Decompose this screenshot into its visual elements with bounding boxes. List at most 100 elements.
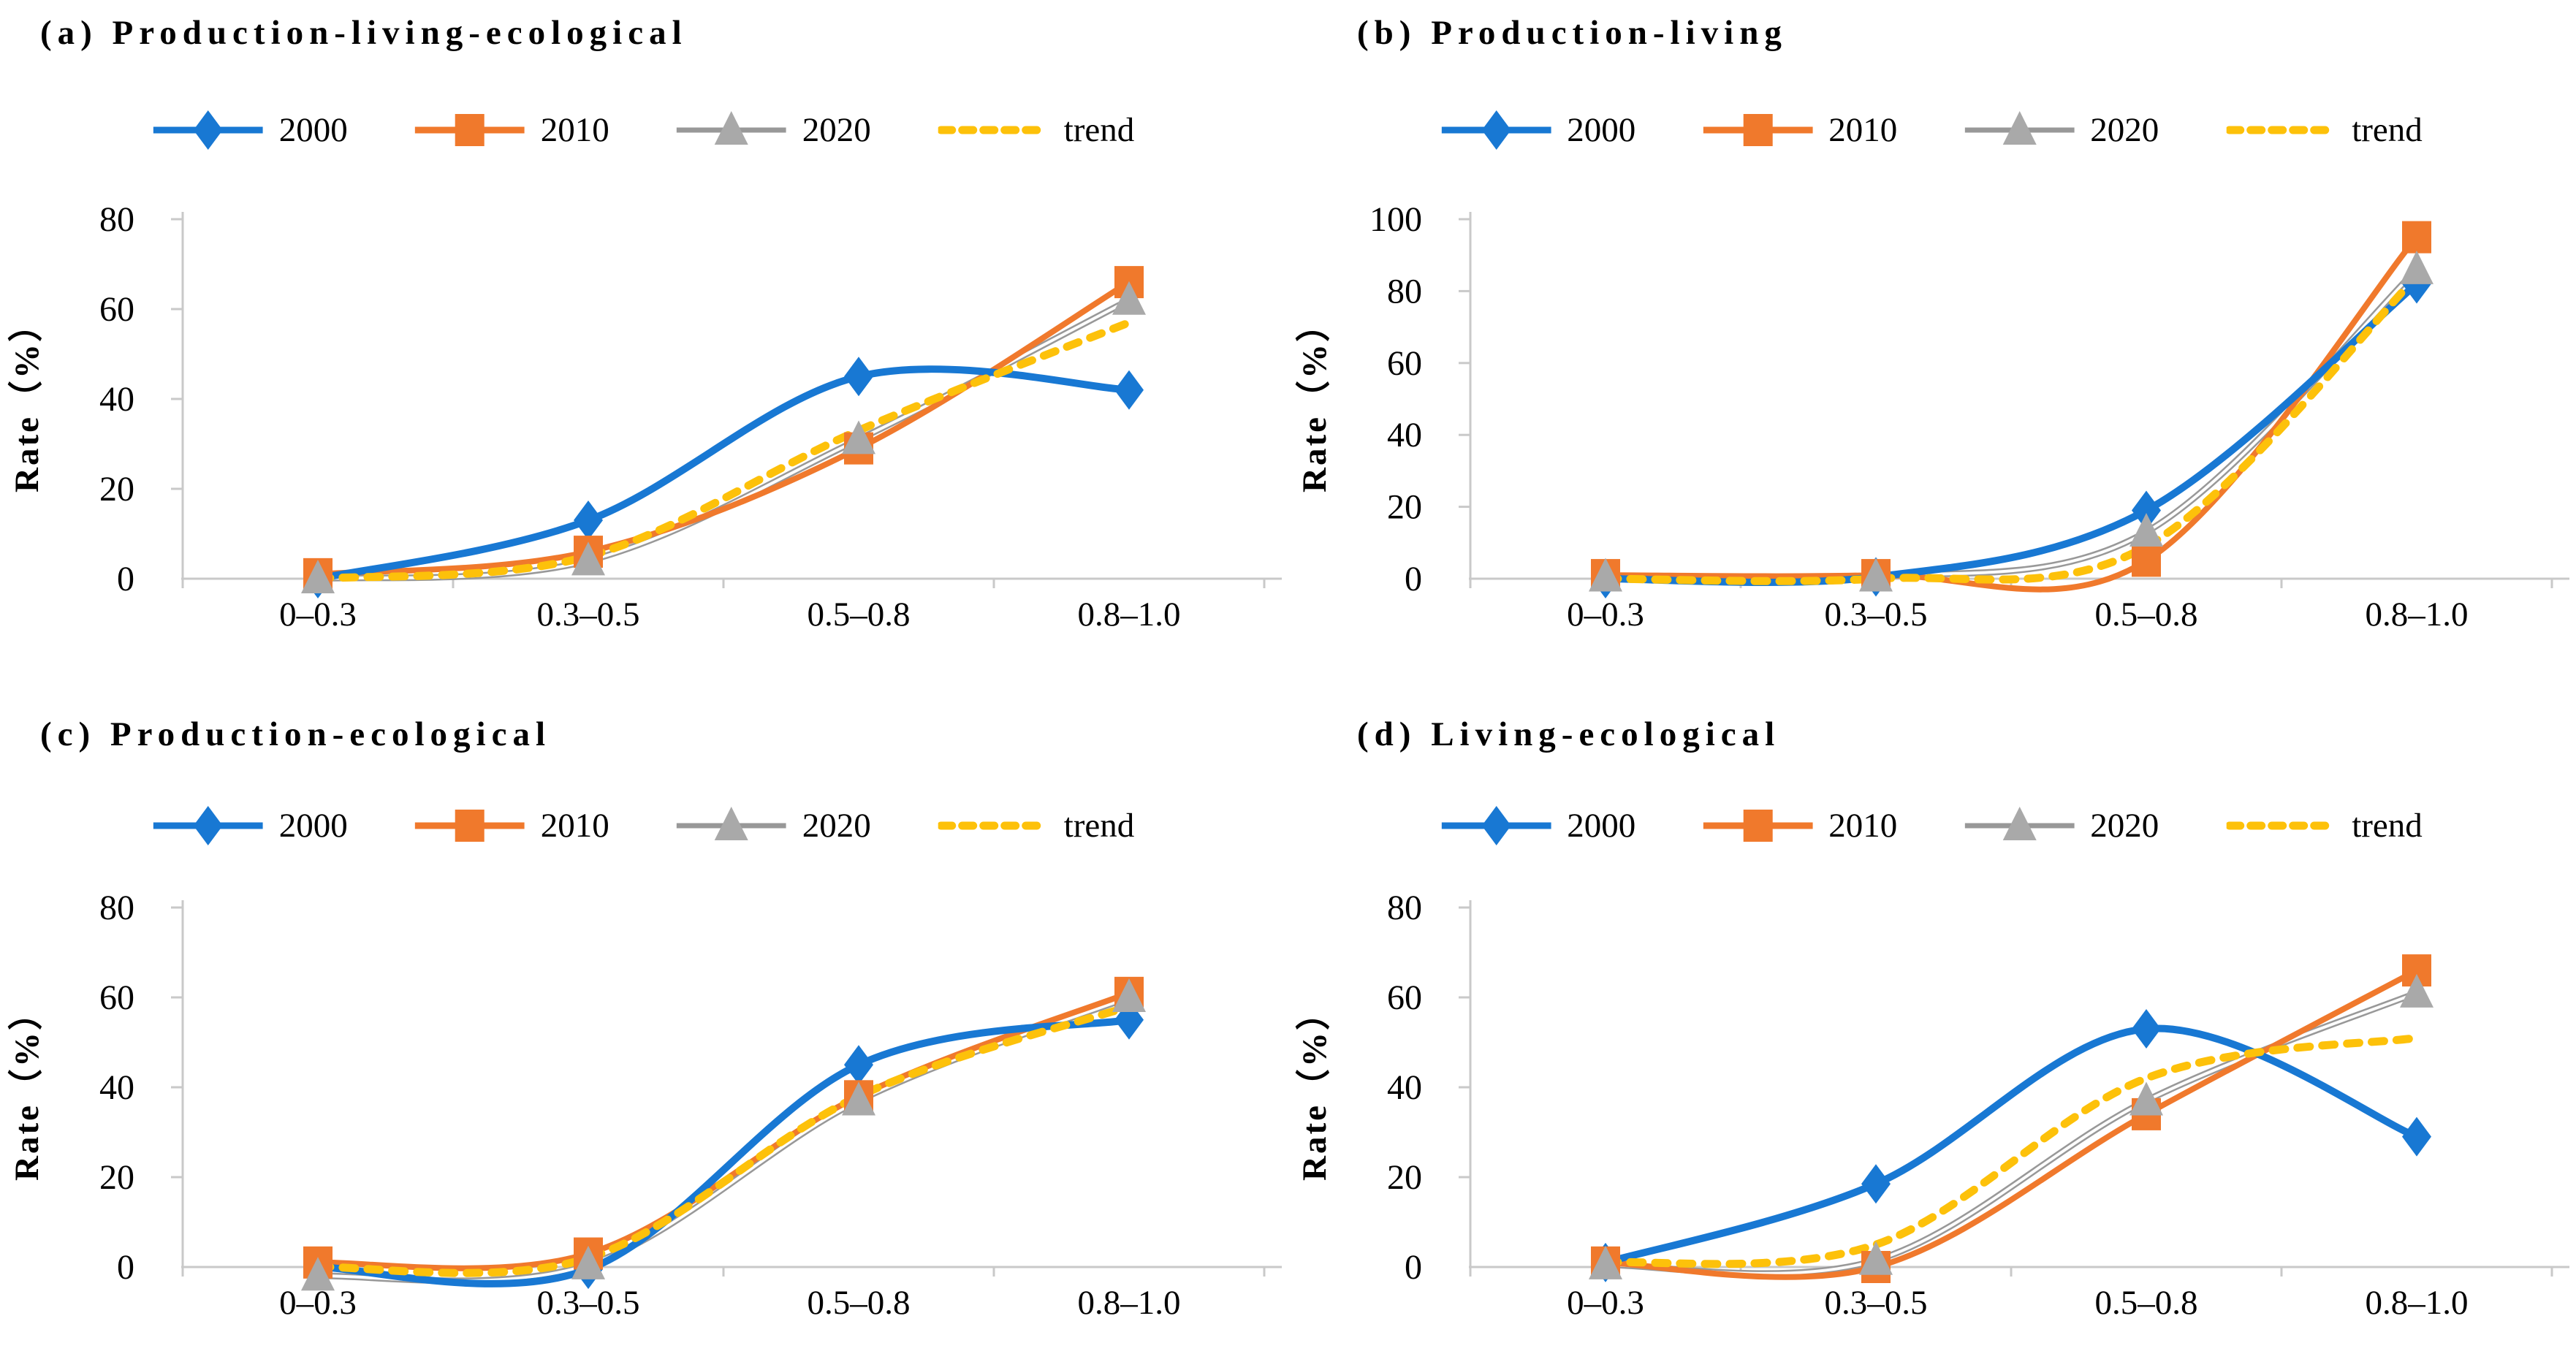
x-category-label: 0.8–1.0 bbox=[1078, 1284, 1181, 1322]
legend-label-2000: 2000 bbox=[278, 807, 348, 845]
y-tick-label: 0 bbox=[1405, 560, 1422, 598]
legend-swatch-2010-icon bbox=[1703, 114, 1813, 146]
x-category-label: 0.5–0.8 bbox=[808, 596, 911, 634]
legend-swatch-trend-icon bbox=[2226, 821, 2336, 830]
x-category-label: 0.5–0.8 bbox=[2095, 596, 2198, 634]
legend-swatch-2020-icon bbox=[676, 807, 786, 840]
legend-item-2020: 2020 bbox=[676, 805, 871, 846]
legend-item-2000: 2000 bbox=[153, 805, 348, 846]
y-tick-label: 0 bbox=[117, 560, 134, 598]
series-2000-marker bbox=[2402, 1116, 2431, 1157]
x-category-label: 0.3–0.5 bbox=[1825, 1284, 1928, 1322]
legend-swatch-2020-icon bbox=[1964, 111, 2075, 145]
series-2010-marker bbox=[2402, 221, 2431, 254]
x-category-label: 0.5–0.8 bbox=[2095, 1284, 2198, 1322]
legend-marker bbox=[714, 807, 748, 840]
panel-d-legend: 2000 2010 2020 trend bbox=[1441, 805, 2423, 846]
panel-a-title: (a) Production-living-ecological bbox=[40, 14, 688, 52]
y-tick-label: 60 bbox=[99, 290, 134, 329]
legend-item-2010: 2010 bbox=[414, 110, 609, 151]
legend-swatch-trend-icon bbox=[938, 821, 1048, 830]
x-category-label: 0.5–0.8 bbox=[808, 1284, 911, 1322]
y-tick-label: 0 bbox=[1405, 1248, 1422, 1287]
series-2010-line bbox=[1605, 967, 2418, 1280]
series-2000-line bbox=[316, 365, 1130, 582]
legend-swatch-2000-icon bbox=[153, 806, 263, 845]
legend-label-2010: 2010 bbox=[1828, 807, 1898, 845]
legend-item-2010: 2010 bbox=[1703, 110, 1897, 151]
series-2000-marker bbox=[844, 1045, 873, 1085]
y-tick-label: 20 bbox=[1387, 488, 1422, 527]
legend-item-2020: 2020 bbox=[1964, 805, 2159, 846]
x-category-label: 0–0.3 bbox=[1567, 1284, 1644, 1322]
x-category-label: 0.3–0.5 bbox=[537, 596, 640, 634]
series-2020-marker bbox=[571, 1245, 605, 1279]
legend-swatch-2020-icon bbox=[676, 111, 786, 145]
legend-marker bbox=[2002, 807, 2037, 840]
y-tick-label: 80 bbox=[99, 889, 134, 927]
panel-a: (a) Production-living-ecological 2000 20… bbox=[0, 0, 1288, 668]
y-tick-label: 80 bbox=[1387, 272, 1422, 311]
legend-marker bbox=[714, 111, 748, 145]
y-tick-label: 0 bbox=[117, 1248, 134, 1287]
series-2000-marker bbox=[1861, 1164, 1891, 1204]
legend-marker bbox=[455, 114, 485, 146]
legend-swatch-2010-icon bbox=[414, 114, 525, 146]
legend-item-2000: 2000 bbox=[1441, 110, 1635, 151]
x-category-label: 0.3–0.5 bbox=[1825, 596, 1928, 634]
legend-item-trend: trend bbox=[2226, 110, 2423, 151]
legend-swatch-2020-icon bbox=[1964, 807, 2075, 840]
series-trend-line bbox=[1601, 273, 2421, 585]
x-category-label: 0.8–1.0 bbox=[1078, 596, 1181, 634]
legend-label-2020: 2020 bbox=[802, 111, 871, 149]
legend-item-trend: trend bbox=[2226, 805, 2423, 846]
series-2020-marker bbox=[1589, 558, 1622, 592]
series-2020-marker bbox=[1112, 281, 1146, 315]
x-category-label: 0–0.3 bbox=[1567, 596, 1644, 634]
chart-d: 0 20 40 60 80 0–0.3 0.3–0.5 0.5–0.8 0.8–1.0 Rate（… bbox=[1296, 889, 2569, 1322]
series-trend-line bbox=[314, 318, 1133, 583]
series-2020-marker bbox=[2129, 513, 2163, 547]
series-2010-line bbox=[317, 279, 1131, 577]
series-2000-line bbox=[1605, 281, 2420, 587]
legend-marker bbox=[455, 810, 485, 842]
chart-b: 0 20 40 60 80 100 0–0.3 0.3–0.5 0.5–0.8 0.8–1.0 Ra… bbox=[1296, 200, 2569, 634]
series-trend-line bbox=[1601, 1033, 2421, 1268]
legend-item-2020: 2020 bbox=[676, 110, 871, 151]
series-2020-marker bbox=[1859, 1241, 1893, 1275]
series-2020-marker bbox=[2400, 250, 2433, 284]
y-axis-title: Rate（%） bbox=[8, 305, 46, 492]
x-category-label: 0.8–1.0 bbox=[2366, 596, 2469, 634]
legend-label-2000: 2000 bbox=[278, 111, 348, 149]
panel-b: (b) Production-living 2000 2010 2020 tre… bbox=[1288, 0, 2576, 668]
legend-label-2020: 2020 bbox=[2090, 807, 2159, 845]
series-2000-marker bbox=[2132, 1009, 2161, 1049]
y-tick-label: 60 bbox=[99, 978, 134, 1017]
legend-label-trend: trend bbox=[1063, 807, 1135, 845]
series-2020-marker bbox=[1859, 558, 1893, 592]
panel-c: (c) Production-ecological 2000 2010 2020… bbox=[0, 668, 1288, 1336]
legend-marker bbox=[193, 806, 223, 845]
y-tick-label: 40 bbox=[1387, 1068, 1422, 1107]
y-tick-label: 40 bbox=[1387, 416, 1422, 454]
legend-label-2000: 2000 bbox=[1567, 807, 1636, 845]
series-2000-marker bbox=[574, 501, 603, 541]
series-2020-marker bbox=[842, 420, 875, 454]
y-tick-label: 100 bbox=[1369, 200, 1422, 239]
legend-marker bbox=[1743, 810, 1773, 842]
series-2020-line bbox=[1605, 267, 2420, 584]
series-2000-marker bbox=[1114, 370, 1144, 410]
series-2000-marker bbox=[844, 357, 873, 397]
y-tick-label: 60 bbox=[1387, 344, 1422, 383]
series-2020-marker bbox=[301, 560, 335, 593]
legend-marker bbox=[1481, 110, 1511, 150]
legend-label-2020: 2020 bbox=[802, 807, 871, 845]
y-tick-label: 20 bbox=[99, 1158, 134, 1197]
chart-a: 0 20 40 60 80 0–0.3 0.3–0.5 0.5–0.8 0.8–1.0 Rate（… bbox=[8, 200, 1282, 634]
legend-label-2000: 2000 bbox=[1567, 111, 1636, 149]
legend-label-trend: trend bbox=[2352, 111, 2423, 149]
legend-label-2010: 2010 bbox=[1828, 111, 1898, 149]
legend-label-2010: 2010 bbox=[540, 807, 609, 845]
series-2000-line bbox=[1604, 1024, 2418, 1266]
